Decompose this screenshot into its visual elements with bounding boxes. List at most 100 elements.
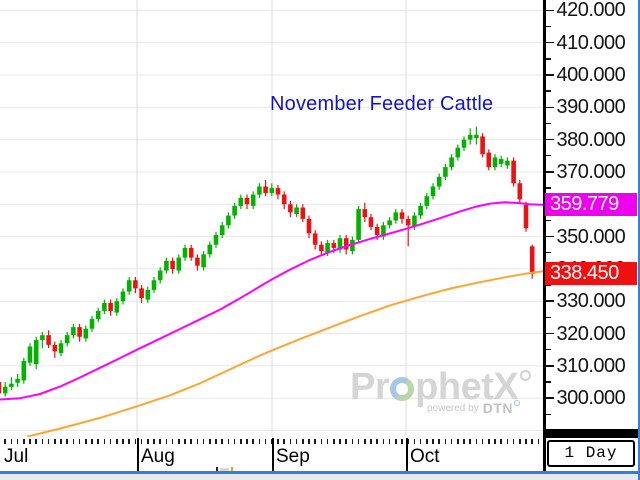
date-tick bbox=[487, 438, 490, 444]
candle-body bbox=[139, 288, 144, 299]
candle-body bbox=[108, 302, 113, 311]
date-tick bbox=[35, 438, 38, 444]
interval-indicator[interactable]: 1 Day bbox=[547, 440, 635, 467]
candle-body bbox=[33, 340, 39, 365]
date-tick bbox=[295, 438, 298, 444]
price-minor-tick bbox=[545, 122, 551, 125]
price-major-tick bbox=[545, 106, 554, 109]
candle-body bbox=[71, 327, 76, 336]
date-tick bbox=[394, 438, 397, 444]
scrollbar-fragment[interactable] bbox=[216, 467, 236, 471]
date-tick bbox=[326, 438, 329, 444]
date-tick bbox=[469, 438, 472, 444]
dtn-mark-icon bbox=[513, 400, 520, 406]
date-tick bbox=[10, 438, 13, 444]
month-label-aug: Aug bbox=[141, 446, 175, 467]
date-tick bbox=[215, 438, 217, 444]
price-major-tick bbox=[545, 9, 554, 12]
date-tick bbox=[122, 438, 124, 444]
candle-body bbox=[306, 218, 312, 234]
date-tick bbox=[376, 438, 379, 444]
candle-body bbox=[133, 280, 138, 289]
date-tick bbox=[239, 438, 242, 444]
registered-mark-icon bbox=[520, 370, 532, 381]
candle-body bbox=[244, 197, 250, 205]
date-tick bbox=[463, 438, 465, 444]
candle-body bbox=[498, 159, 504, 164]
date-tick bbox=[382, 438, 385, 444]
price-major-tick bbox=[545, 138, 554, 141]
date-tick bbox=[208, 438, 211, 444]
candle-body bbox=[381, 225, 386, 237]
date-tick bbox=[53, 438, 56, 444]
date-tick bbox=[165, 438, 168, 444]
candle-body bbox=[182, 247, 188, 258]
candle-body bbox=[157, 270, 163, 281]
date-tick bbox=[537, 438, 540, 444]
candle-body bbox=[95, 310, 101, 320]
date-tick bbox=[518, 438, 521, 444]
chart-plot-area[interactable]: November Feeder Cattle Pr phetX powered b… bbox=[0, 0, 543, 437]
window-accent-line bbox=[0, 471, 640, 474]
time-axis-ticks[interactable] bbox=[0, 437, 543, 444]
price-axis-label: 400.000 bbox=[556, 63, 626, 86]
date-tick bbox=[481, 438, 484, 444]
candle-body bbox=[64, 335, 70, 344]
price-minor-tick bbox=[545, 155, 551, 157]
candle-body bbox=[83, 328, 89, 339]
date-tick bbox=[171, 438, 174, 444]
date-tick bbox=[246, 438, 248, 444]
candle-body bbox=[46, 335, 51, 345]
date-tick bbox=[22, 438, 25, 444]
candle-body bbox=[9, 383, 14, 387]
candle-body bbox=[126, 280, 132, 292]
candle-body bbox=[2, 386, 8, 394]
date-tick bbox=[500, 438, 503, 444]
window-accent-edge bbox=[637, 0, 640, 480]
candle-body bbox=[294, 207, 299, 214]
candle-body bbox=[356, 209, 361, 240]
price-major-tick bbox=[545, 235, 554, 238]
price-minor-tick bbox=[545, 316, 551, 319]
date-tick bbox=[190, 438, 193, 444]
date-tick bbox=[531, 438, 534, 444]
date-tick bbox=[363, 438, 366, 444]
candle-body bbox=[319, 244, 324, 252]
candlestick-chart[interactable] bbox=[0, 0, 543, 437]
candle-body bbox=[188, 247, 194, 258]
candle-body bbox=[418, 205, 423, 216]
candle-body bbox=[331, 243, 337, 248]
candle-body bbox=[405, 218, 411, 226]
candle-body bbox=[89, 319, 95, 329]
price-axis-label: 310.000 bbox=[556, 354, 626, 377]
date-tick bbox=[407, 438, 410, 444]
chart-symbol-title: November Feeder Cattle bbox=[270, 93, 494, 115]
price-axis-label: 320.000 bbox=[556, 322, 626, 345]
date-tick bbox=[475, 438, 478, 444]
date-tick bbox=[345, 438, 348, 444]
price-axis-label: 350.000 bbox=[556, 225, 626, 248]
candle-body bbox=[15, 378, 20, 383]
price-axis-label: 380.000 bbox=[556, 128, 626, 151]
date-tick bbox=[177, 438, 180, 444]
candle-body bbox=[21, 361, 27, 381]
candle-body bbox=[424, 196, 430, 206]
price-major-tick bbox=[545, 300, 554, 303]
date-tick bbox=[72, 438, 75, 444]
price-axis-label: 370.000 bbox=[556, 160, 626, 183]
price-axis[interactable]: 359.779 338.450 420.000 410.000 400.000 390… bbox=[545, 0, 638, 429]
date-tick bbox=[444, 438, 447, 444]
time-axis-labels[interactable]: Jul Aug Sep Oct bbox=[0, 444, 543, 471]
price-major-tick bbox=[545, 397, 554, 399]
candle-body bbox=[207, 244, 213, 255]
candle-body bbox=[492, 157, 498, 168]
price-minor-tick bbox=[545, 252, 551, 254]
price-axis-label: 300.000 bbox=[556, 387, 626, 410]
candle-body bbox=[219, 225, 225, 235]
candle-body bbox=[486, 152, 492, 168]
date-tick bbox=[4, 438, 7, 444]
prophetx-ring-logo-icon bbox=[390, 376, 415, 401]
candle-body bbox=[176, 257, 182, 271]
candle-body bbox=[455, 147, 461, 158]
